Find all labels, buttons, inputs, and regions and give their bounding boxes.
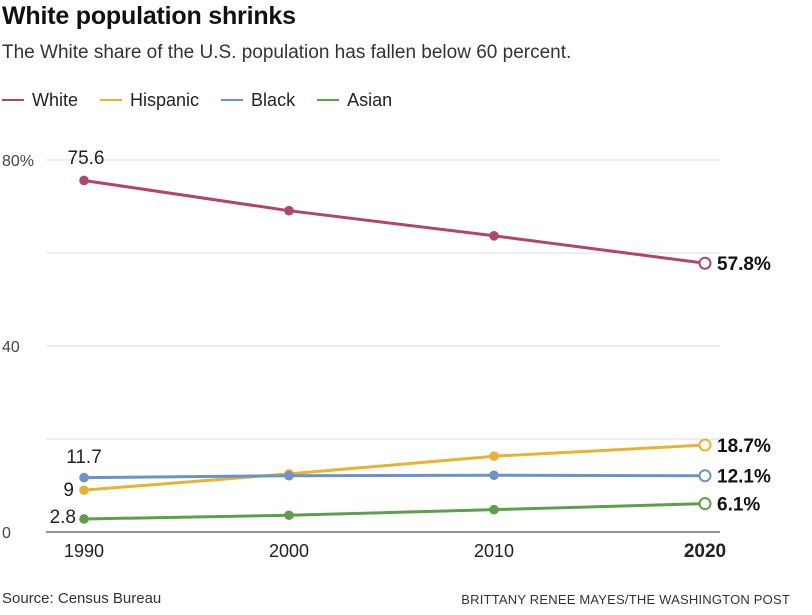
start-value-label: 2.8 <box>50 507 76 528</box>
byline: BRITTANY RENEE MAYES/THE WASHINGTON POST <box>461 592 790 607</box>
series-line-hispanic <box>83 443 706 492</box>
legend-item-hispanic: Hispanic <box>100 90 199 111</box>
legend-label-white: White <box>32 89 79 110</box>
data-point-asian <box>698 497 712 511</box>
legend-swatch-black <box>221 99 244 101</box>
y-tick-label: 0 <box>2 525 11 542</box>
data-point-white <box>489 230 499 241</box>
end-value-label: 57.8% <box>717 254 771 275</box>
data-point-white <box>284 205 294 216</box>
x-tick-label: 2000 <box>269 541 309 561</box>
legend-swatch-hispanic <box>100 99 123 101</box>
data-point-asian <box>284 510 294 521</box>
x-tick-label: 2010 <box>474 541 514 561</box>
series-line-white <box>83 178 706 265</box>
legend-label-black: Black <box>251 89 296 110</box>
x-tick-label: 2020 <box>684 541 726 562</box>
data-point-white <box>79 175 89 186</box>
source-note: Source: Census Bureau <box>2 590 162 607</box>
legend-label-hispanic: Hispanic <box>130 89 200 110</box>
legend-swatch-white <box>2 99 24 101</box>
end-value-label: 12.1% <box>717 467 771 488</box>
series-line-black <box>83 473 706 480</box>
start-value-label: 9 <box>63 480 74 501</box>
series-line-asian <box>83 502 706 521</box>
end-value-label: 18.7% <box>717 436 771 457</box>
start-value-label: 75.6 <box>68 148 105 169</box>
data-point-black <box>79 472 89 483</box>
legend: White Hispanic Black Asian <box>2 88 414 112</box>
chart-subtitle: The White share of the U.S. population h… <box>2 42 572 63</box>
data-point-black <box>489 470 499 481</box>
legend-item-black: Black <box>221 90 295 111</box>
data-point-hispanic <box>698 438 712 452</box>
data-point-black <box>284 470 294 481</box>
x-tick-label: 1990 <box>64 541 104 561</box>
y-tick-label: 40 <box>2 339 20 356</box>
legend-item-white: White <box>2 90 78 111</box>
y-tick-label: 80% <box>2 153 34 170</box>
end-value-label: 6.1% <box>717 495 760 516</box>
data-point-hispanic <box>79 485 89 495</box>
data-point-black <box>698 469 712 483</box>
data-point-white <box>698 256 712 270</box>
legend-swatch-asian <box>317 99 340 101</box>
data-point-hispanic <box>489 451 499 462</box>
data-point-asian <box>79 514 89 524</box>
legend-item-asian: Asian <box>317 90 392 111</box>
start-value-label: 11.7 <box>66 447 102 468</box>
chart-title: White population shrinks <box>2 2 296 30</box>
legend-label-asian: Asian <box>347 89 393 110</box>
data-point-asian <box>489 504 499 515</box>
